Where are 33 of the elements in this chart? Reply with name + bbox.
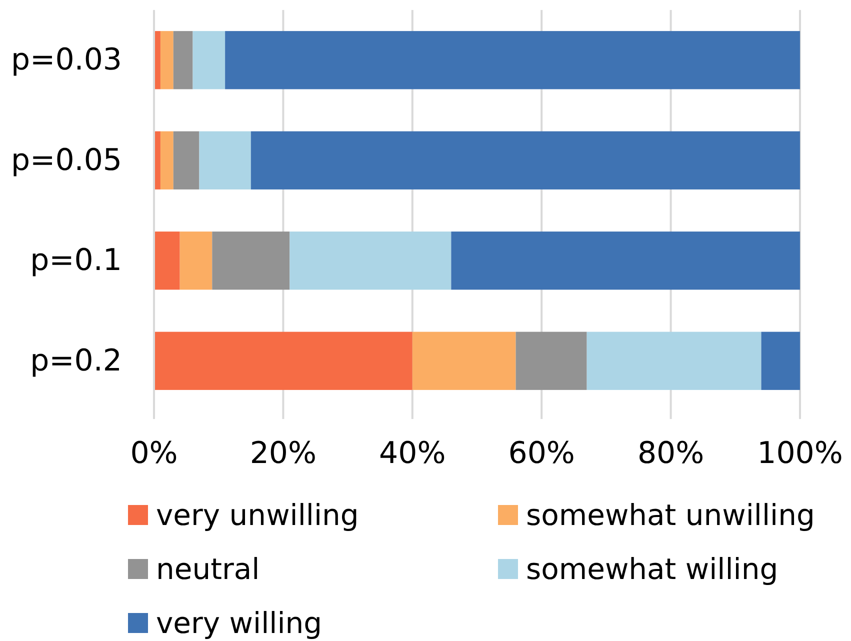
- legend-label: somewhat unwilling: [526, 498, 815, 532]
- bar: [173, 131, 200, 190]
- bar: [586, 332, 762, 390]
- x-tick-label: 40%: [379, 436, 446, 471]
- x-tick-label: 60%: [508, 436, 575, 471]
- bar: [225, 31, 800, 90]
- bar: [154, 332, 412, 390]
- x-tick-label: 20%: [250, 436, 317, 471]
- y-tick-label: p=0.03: [11, 42, 122, 78]
- legend-label: somewhat willing: [526, 552, 778, 586]
- x-tick-label: 80%: [637, 436, 704, 471]
- x-tick-label: 0%: [130, 436, 178, 471]
- legend-label: neutral: [156, 552, 260, 586]
- bar: [250, 131, 800, 190]
- bar: [160, 31, 174, 90]
- bar: [173, 31, 193, 90]
- bar: [516, 332, 587, 390]
- legend-label: very willing: [156, 606, 322, 640]
- y-tick-label: p=0.05: [11, 142, 122, 178]
- legend-label: very unwilling: [156, 498, 359, 532]
- y-tick-label: p=0.2: [30, 343, 122, 378]
- bar: [199, 131, 251, 190]
- bar: [451, 232, 800, 290]
- bar: [412, 332, 516, 390]
- bar: [212, 232, 290, 290]
- bar: [290, 232, 452, 290]
- bar: [192, 31, 226, 90]
- bar: [160, 131, 174, 190]
- bar: [180, 232, 212, 290]
- bar: [761, 332, 800, 390]
- bar: [154, 232, 180, 290]
- y-tick-label: p=0.1: [30, 243, 122, 278]
- x-tick-label: 100%: [757, 436, 843, 471]
